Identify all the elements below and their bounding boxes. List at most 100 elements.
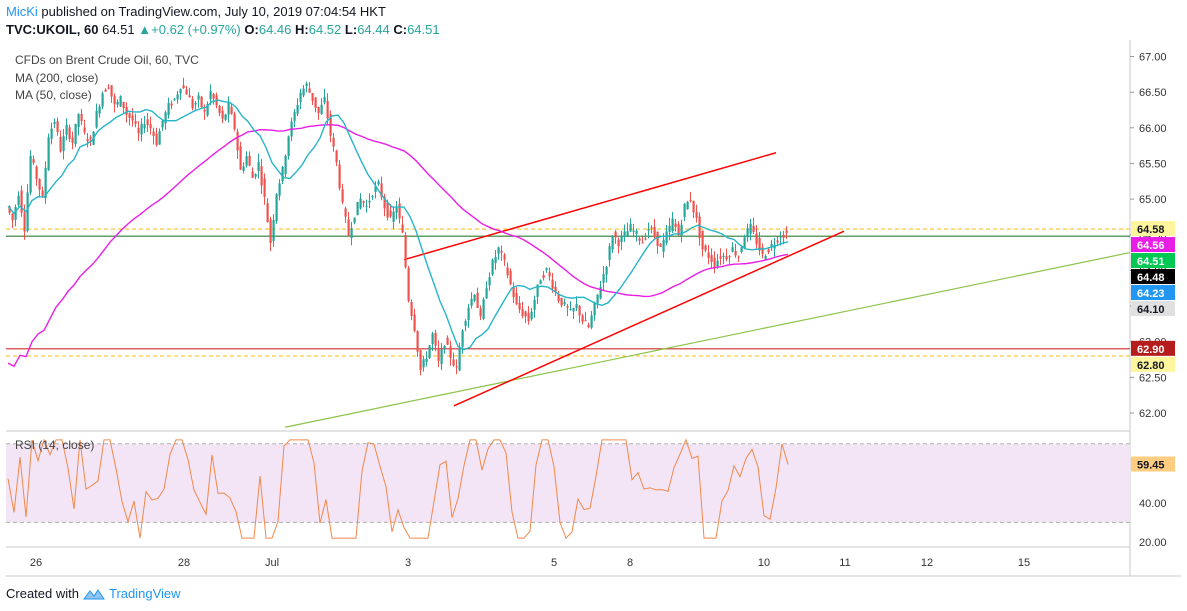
candle-up bbox=[62, 136, 65, 152]
candle-down bbox=[38, 178, 41, 190]
candle-down bbox=[527, 313, 530, 322]
candle-up bbox=[545, 268, 548, 271]
candle-up bbox=[647, 228, 650, 231]
candle-down bbox=[86, 138, 89, 142]
close-label: C: bbox=[393, 22, 408, 37]
candle-up bbox=[206, 104, 209, 116]
price-label-bg bbox=[1131, 269, 1175, 285]
candle-down bbox=[713, 257, 716, 267]
candle-down bbox=[260, 166, 263, 186]
x-tick-label: 10 bbox=[758, 557, 770, 569]
candle-down bbox=[32, 159, 35, 163]
candle-up bbox=[281, 166, 284, 182]
candle-down bbox=[59, 136, 62, 152]
low-value: 64.44 bbox=[357, 22, 390, 37]
candle-up bbox=[467, 307, 470, 320]
change-up-icon: ▲ bbox=[138, 22, 152, 37]
candle-up bbox=[533, 299, 536, 310]
candle-up bbox=[359, 198, 362, 209]
candle-up bbox=[623, 231, 626, 236]
candle-down bbox=[677, 224, 680, 236]
candle-down bbox=[695, 211, 698, 218]
candle-down bbox=[752, 225, 755, 232]
candle-down bbox=[230, 106, 233, 114]
candle-up bbox=[197, 95, 200, 100]
candle-up bbox=[626, 231, 629, 238]
candle-up bbox=[686, 201, 689, 210]
high-label: H: bbox=[295, 22, 309, 37]
candle-down bbox=[155, 133, 158, 146]
candle-up bbox=[629, 223, 632, 232]
tradingview-brand[interactable]: TradingView bbox=[108, 586, 181, 601]
candle-down bbox=[212, 94, 215, 99]
candle-up bbox=[539, 280, 542, 285]
candle-down bbox=[650, 227, 653, 229]
candle-down bbox=[269, 219, 272, 243]
symbol-line: TVC:UKOIL, 60 64.51 ▲+0.62 (+0.97%) O:64… bbox=[6, 22, 440, 37]
candle-down bbox=[185, 89, 188, 95]
candle-up bbox=[473, 295, 476, 301]
price-label-badge: 64.10 bbox=[1131, 301, 1175, 317]
rsi-legend[interactable]: RSI (14, close) bbox=[15, 438, 95, 452]
candle-down bbox=[68, 127, 71, 140]
price-label-text: 64.23 bbox=[1137, 288, 1165, 300]
ma200-legend[interactable]: MA (200, close) bbox=[15, 71, 99, 85]
candle-down bbox=[641, 242, 644, 244]
candle-down bbox=[233, 113, 236, 130]
candle-up bbox=[488, 277, 491, 286]
candle-up bbox=[224, 114, 227, 120]
candle-down bbox=[449, 346, 452, 358]
candle-down bbox=[734, 250, 737, 256]
candle-up bbox=[596, 294, 599, 304]
ma50-legend[interactable]: MA (50, close) bbox=[15, 88, 92, 102]
candle-up bbox=[353, 217, 356, 223]
candle-down bbox=[338, 164, 341, 189]
candle-up bbox=[65, 124, 68, 135]
candle-up bbox=[323, 96, 326, 103]
price-label-text: 64.10 bbox=[1137, 304, 1165, 316]
candle-up bbox=[365, 205, 368, 207]
x-tick-label: 8 bbox=[627, 557, 633, 569]
candle-down bbox=[344, 208, 347, 217]
price-label-badge: 62.80 bbox=[1131, 356, 1175, 372]
candle-down bbox=[551, 279, 554, 289]
candle-down bbox=[248, 155, 251, 166]
candle-up bbox=[350, 228, 353, 238]
candle-down bbox=[737, 256, 740, 258]
candle-down bbox=[149, 124, 152, 129]
candle-down bbox=[758, 238, 761, 251]
candle-down bbox=[263, 178, 266, 197]
candle-down bbox=[341, 189, 344, 203]
candle-up bbox=[635, 230, 638, 234]
candle-down bbox=[314, 97, 317, 108]
candle-down bbox=[659, 244, 662, 247]
candle-down bbox=[104, 89, 107, 92]
candle-up bbox=[98, 106, 101, 114]
candle-down bbox=[89, 137, 92, 139]
candle-down bbox=[785, 230, 788, 234]
candle-up bbox=[746, 228, 749, 238]
x-tick-label: Jul bbox=[265, 557, 279, 569]
price-label-bg bbox=[1131, 253, 1175, 269]
price-label-badge: 62.90 bbox=[1131, 340, 1175, 356]
candle-down bbox=[581, 315, 584, 322]
candle-down bbox=[218, 105, 221, 113]
candle-down bbox=[434, 332, 437, 346]
candle-up bbox=[299, 92, 302, 102]
candle-down bbox=[452, 359, 455, 366]
author-name[interactable]: MicKi bbox=[6, 4, 38, 19]
candle-up bbox=[278, 183, 281, 196]
x-tick-label: 15 bbox=[1018, 557, 1030, 569]
published-line: MicKi published on TradingView.com, July… bbox=[6, 4, 386, 19]
candle-up bbox=[599, 286, 602, 299]
candle-down bbox=[251, 171, 254, 178]
candle-up bbox=[140, 123, 143, 135]
candle-down bbox=[512, 287, 515, 298]
long-trend-line bbox=[284, 251, 1131, 428]
candle-up bbox=[572, 308, 575, 312]
candle-down bbox=[506, 267, 509, 276]
x-tick-label: 28 bbox=[178, 557, 190, 569]
candle-up bbox=[458, 348, 461, 371]
candle-up bbox=[194, 102, 197, 105]
